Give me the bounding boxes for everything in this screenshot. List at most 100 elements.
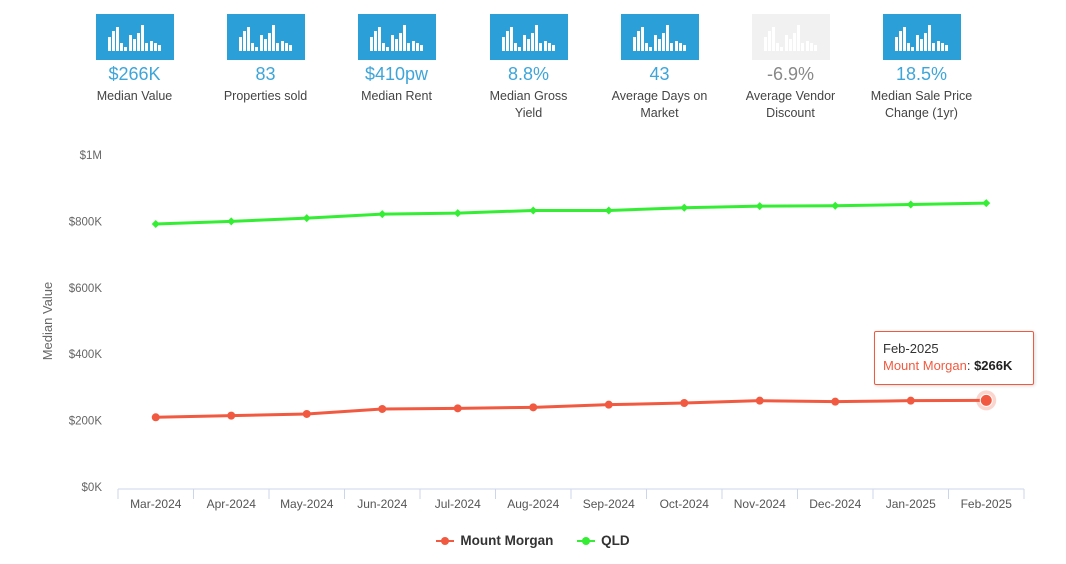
- icon-bar: [797, 25, 801, 51]
- data-point-mount-morgan: [680, 399, 689, 408]
- stat-value: 43: [649, 64, 670, 84]
- icon-bar: [535, 25, 539, 51]
- icon-bar: [784, 35, 788, 51]
- icon-bar: [632, 37, 636, 51]
- icon-bar: [902, 27, 906, 51]
- icon-bar: [518, 47, 522, 51]
- x-tick-label: Jan-2025: [886, 497, 936, 511]
- icon-bar: [246, 27, 250, 51]
- icon-bar: [509, 27, 513, 51]
- legend-symbol: [577, 536, 596, 546]
- line-chart: Median Value $0K $200K $400K $600K $800K $1M Ma…: [40, 150, 1025, 511]
- icon-bar: [767, 31, 771, 51]
- icon-bar: [415, 43, 419, 51]
- icon-bar: [780, 47, 784, 51]
- x-tick-label: Nov-2024: [734, 497, 786, 511]
- y-tick-label: $0K: [82, 482, 103, 494]
- data-point-mount-morgan: [831, 397, 840, 406]
- icon-bar: [674, 41, 678, 51]
- icon-bar: [284, 43, 288, 51]
- icon-bar: [242, 31, 246, 51]
- icon-bar: [894, 37, 898, 51]
- stat-average-vendor-discount[interactable]: -6.9% Average Vendor Discount: [725, 14, 856, 122]
- icon-bar: [149, 41, 153, 51]
- icon-bar: [377, 27, 381, 51]
- data-point-mount-morgan: [529, 403, 538, 412]
- stat-value: 8.8%: [507, 64, 550, 84]
- icon-bar: [898, 31, 902, 51]
- stat-median-sale-price-change[interactable]: 18.5% Median Sale Price Change (1yr): [856, 14, 987, 122]
- data-point-qld: [453, 209, 462, 218]
- tooltip-value: $266K: [974, 358, 1013, 373]
- data-point-qld: [982, 199, 991, 208]
- stat-label: Median Gross Yield: [489, 89, 568, 120]
- icon-bar: [923, 33, 927, 51]
- data-point-mount-morgan: [227, 411, 236, 420]
- legend-item-mount-morgan[interactable]: Mount Morgan: [436, 533, 553, 548]
- data-point-qld: [302, 214, 311, 223]
- icon-bar: [551, 45, 555, 51]
- stat-value: 18.5%: [895, 64, 948, 84]
- data-point-mount-morgan: [604, 400, 613, 409]
- icon-bar: [526, 39, 530, 51]
- stat-median-rent[interactable]: $410pw Median Rent: [331, 14, 462, 105]
- icon-bar: [390, 35, 394, 51]
- y-axis-title: Median Value: [40, 282, 55, 361]
- icon-bar: [411, 41, 415, 51]
- icon-bar: [661, 33, 665, 51]
- series-line-mount-morgan: [155, 398, 987, 419]
- icon-bar: [111, 31, 115, 51]
- icon-bar: [530, 33, 534, 51]
- legend-symbol: [436, 536, 455, 546]
- icon-bar: [915, 35, 919, 51]
- icon-bar: [805, 41, 809, 51]
- icon-bar: [373, 31, 377, 51]
- icon-bar: [398, 33, 402, 51]
- icon-bar: [120, 43, 124, 51]
- icon-bar: [107, 37, 111, 51]
- stat-average-days-on-market[interactable]: 43 Average Days on Market: [594, 14, 725, 122]
- data-point-qld: [151, 220, 160, 229]
- icon-bar: [539, 43, 543, 51]
- legend-item-qld[interactable]: QLD: [577, 533, 630, 548]
- icon-bar: [141, 25, 145, 51]
- data-point-mount-morgan: [906, 396, 915, 405]
- icon-bar: [547, 43, 551, 51]
- stat-value: $410pw: [364, 64, 429, 84]
- icon-bar: [666, 25, 670, 51]
- icon-bar: [407, 43, 411, 51]
- icon-bar: [136, 33, 140, 51]
- data-point-qld: [831, 201, 840, 210]
- icon-bar: [267, 33, 271, 51]
- y-tick-label: $800K: [69, 216, 103, 228]
- icon-bar: [522, 35, 526, 51]
- bar-chart-icon: [620, 14, 699, 60]
- icon-bar: [419, 45, 423, 51]
- stat-median-gross-yield[interactable]: 8.8% Median Gross Yield: [463, 14, 594, 122]
- stat-properties-sold[interactable]: 83 Properties sold: [200, 14, 331, 105]
- icon-bar: [763, 37, 767, 51]
- icon-bar: [788, 39, 792, 51]
- icon-bar: [280, 41, 284, 51]
- data-point-mount-morgan: [453, 404, 462, 413]
- y-tick-label: $600K: [69, 283, 103, 295]
- icon-bar: [132, 39, 136, 51]
- x-tick-label: Jun-2024: [357, 497, 407, 511]
- icon-bar: [263, 39, 267, 51]
- icon-bar: [157, 45, 161, 51]
- icon-bar: [928, 25, 932, 51]
- bar-chart-icon: [95, 14, 174, 60]
- stats-bar: $266K Median Value 83 Properties sold $4…: [0, 0, 1066, 130]
- icon-bar: [911, 47, 915, 51]
- bar-chart-icon: [882, 14, 961, 60]
- icon-bar: [153, 43, 157, 51]
- icon-bar: [288, 45, 292, 51]
- data-point-qld: [906, 200, 915, 209]
- series-line-qld: [155, 201, 987, 226]
- stat-median-value[interactable]: $266K Median Value: [69, 14, 200, 105]
- data-point-qld: [227, 217, 236, 226]
- icon-bar: [645, 43, 649, 51]
- icon-bar: [369, 37, 373, 51]
- stat-label: Average Vendor Discount: [745, 89, 836, 120]
- icon-bar: [128, 35, 132, 51]
